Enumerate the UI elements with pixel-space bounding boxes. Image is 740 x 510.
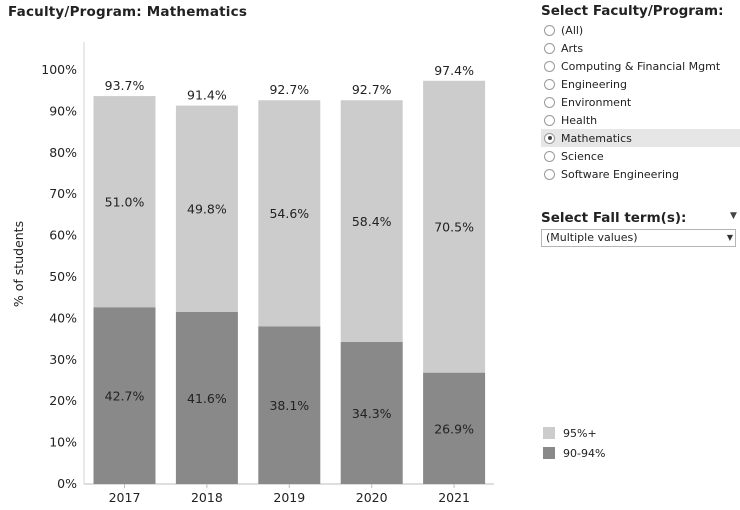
faculty-option-label: Health: [561, 113, 598, 127]
bar-segment-label: 51.0%: [105, 195, 145, 210]
term-select[interactable]: (Multiple values) ▼: [541, 229, 736, 247]
faculty-option-label: Engineering: [561, 77, 627, 91]
x-tick-label: 2020: [356, 490, 388, 505]
stacked-bar-chart: 0% 10% 20% 30% 40% 50% 60% 70% 80% 90% 100% % of st…: [11, 42, 494, 505]
term-select-value: (Multiple values): [546, 231, 638, 244]
y-tick-label: 60%: [49, 228, 77, 243]
bar-total-label: 92.7%: [352, 82, 392, 97]
legend: 95%+ 90-94%: [543, 424, 605, 464]
bar-total-label: 91.4%: [187, 88, 227, 103]
legend-label: 95%+: [563, 426, 597, 440]
radio-icon: [544, 150, 555, 162]
radio-selected-icon: [544, 132, 555, 144]
y-tick-label: 80%: [49, 145, 77, 160]
x-tick-label: 2017: [109, 490, 141, 505]
x-tick-label: 2021: [438, 490, 470, 505]
bar-segment-label: 26.9%: [434, 421, 474, 436]
bar-segment: [423, 80, 486, 373]
bar-segment-label: 70.5%: [434, 220, 474, 235]
faculty-option-label: Mathematics: [561, 131, 632, 145]
y-tick-label: 70%: [49, 186, 77, 201]
bar-segment-label: 34.3%: [352, 406, 392, 421]
y-tick-label: 40%: [49, 310, 77, 325]
radio-icon: [544, 60, 555, 72]
bar-segment-label: 49.8%: [187, 202, 227, 217]
faculty-option-software-engineering[interactable]: Software Engineering: [541, 165, 740, 183]
faculty-option-mathematics[interactable]: Mathematics: [541, 129, 740, 147]
y-axis-label: % of students: [11, 221, 26, 307]
faculty-option-label: Computing & Financial Mgmt: [561, 59, 721, 73]
bar-segment-label: 58.4%: [352, 214, 392, 229]
bar-segment: [423, 372, 486, 484]
faculty-option-label: Software Engineering: [561, 167, 679, 181]
bar-segment-label: 42.7%: [105, 389, 145, 404]
radio-icon: [544, 168, 555, 180]
faculty-filter-title: Select Faculty/Program:: [541, 3, 724, 19]
bar-segment-label: 54.6%: [269, 206, 309, 221]
faculty-option-computing-financial-mgmt[interactable]: Computing & Financial Mgmt: [541, 57, 740, 75]
bar-segment: [258, 326, 321, 484]
faculty-option-science[interactable]: Science: [541, 147, 740, 165]
y-tick-label: 90%: [49, 103, 77, 118]
bar-segment-label: 41.6%: [187, 391, 227, 406]
legend-label: 90-94%: [563, 446, 606, 460]
y-tick-label: 100%: [41, 62, 77, 77]
legend-item-95-plus[interactable]: 95%+: [543, 424, 605, 442]
bar-segment-label: 38.1%: [269, 398, 309, 413]
faculty-option-label: Science: [561, 149, 604, 163]
bar-segment: [93, 307, 156, 484]
y-tick-label: 30%: [49, 352, 77, 367]
y-tick-label: 0%: [57, 476, 77, 491]
bar-segment: [340, 100, 403, 342]
y-tick-label: 10%: [49, 435, 77, 450]
faculty-option-health[interactable]: Health: [541, 111, 740, 129]
bar-segment: [340, 341, 403, 484]
dropdown-arrow-icon: ▼: [726, 233, 733, 242]
chevron-down-icon[interactable]: ▼: [730, 211, 737, 221]
x-tick-label: 2019: [273, 490, 305, 505]
radio-icon: [544, 42, 555, 54]
faculty-option-arts[interactable]: Arts: [541, 39, 740, 57]
radio-icon: [544, 24, 555, 36]
page-title: Faculty/Program: Mathematics: [8, 4, 248, 20]
term-filter-title-text: Select Fall term(s):: [541, 210, 687, 226]
bar-segment: [258, 100, 321, 327]
term-filter-title: Select Fall term(s): ▼: [541, 210, 740, 226]
radio-icon: [544, 78, 555, 90]
faculty-option-label: Environment: [561, 95, 632, 109]
faculty-option-label: Arts: [561, 41, 584, 55]
y-tick-label: 20%: [49, 393, 77, 408]
faculty-option-environment[interactable]: Environment: [541, 93, 740, 111]
faculty-options: (All) Arts Computing & Financial Mgmt En…: [541, 21, 740, 183]
bar-segment: [175, 311, 238, 484]
faculty-option-engineering[interactable]: Engineering: [541, 75, 740, 93]
bar-total-label: 97.4%: [434, 63, 474, 78]
y-tick-label: 50%: [49, 269, 77, 284]
radio-icon: [544, 114, 555, 126]
bar-total-label: 92.7%: [269, 82, 309, 97]
faculty-option-label: (All): [561, 23, 584, 37]
radio-icon: [544, 96, 555, 108]
faculty-option-all[interactable]: (All): [541, 21, 740, 39]
x-tick-label: 2018: [191, 490, 223, 505]
legend-swatch: [543, 427, 555, 439]
legend-swatch: [543, 447, 555, 459]
bar-segment: [93, 96, 156, 308]
legend-item-90-94[interactable]: 90-94%: [543, 444, 605, 462]
faculty-filter: Select Faculty/Program: (All) Arts Compu…: [541, 2, 740, 183]
bar-segment: [175, 105, 238, 312]
bar-total-label: 93.7%: [105, 78, 145, 93]
